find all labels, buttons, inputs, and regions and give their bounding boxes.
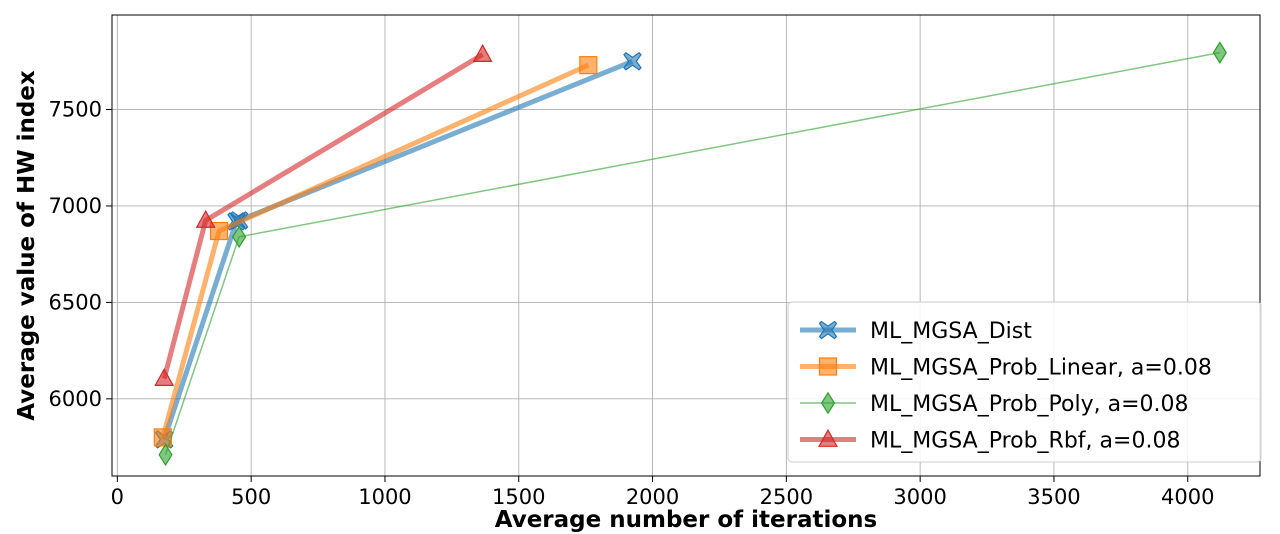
legend-marker xyxy=(818,357,838,376)
x-tick-label: 1500 xyxy=(492,485,545,509)
x-tick-label: 1000 xyxy=(358,485,411,509)
legend-item-ml-mgsa-prob-poly-a-0-08: ML_MGSA_Prob_Poly, a=0.08 xyxy=(800,391,1189,417)
legend-label: ML_MGSA_Dist xyxy=(870,319,1032,344)
x-tick-label: 3000 xyxy=(893,485,946,509)
data-point xyxy=(232,225,247,249)
legend-item-ml-mgsa-prob-rbf-a-0-08: ML_MGSA_Prob_Rbf, a=0.08 xyxy=(800,429,1180,454)
data-point xyxy=(472,43,493,62)
legend-box xyxy=(787,301,1262,463)
x-tick-label: 2500 xyxy=(760,485,813,509)
data-point xyxy=(623,52,642,71)
data-point xyxy=(158,443,173,467)
y-tick-label: 7500 xyxy=(49,98,102,122)
legend-label: ML_MGSA_Prob_Poly, a=0.08 xyxy=(870,392,1189,417)
legend-label: ML_MGSA_Prob_Rbf, a=0.08 xyxy=(870,429,1180,454)
x-tick-label: 4000 xyxy=(1161,485,1214,509)
legend-marker xyxy=(818,428,838,447)
legend-item-ml-mgsa-dist: ML_MGSA_Dist xyxy=(800,319,1032,344)
legend: ML_MGSA_Dist ML_MGSA_Prob_Linear, a=0.08 M… xyxy=(787,301,1262,463)
x-tick-label: 0 xyxy=(111,485,124,509)
legend-item-ml-mgsa-prob-linear-a-0-08: ML_MGSA_Prob_Linear, a=0.08 xyxy=(800,356,1212,381)
y-axis-title: Average value of HW index xyxy=(14,70,40,421)
axis-ticks: 0 500 1000 1500 2000 2500 3000 3500 4000 6000 6500… xyxy=(49,98,1215,509)
series-ml-mgsa-prob-linear-a-0-08 xyxy=(153,56,598,447)
data-point xyxy=(1212,41,1227,64)
y-tick-label: 6000 xyxy=(49,387,102,411)
x-tick-label: 2000 xyxy=(626,485,679,509)
series-line xyxy=(161,52,484,380)
x-tick-label: 3500 xyxy=(1027,485,1080,509)
y-tick-label: 7000 xyxy=(49,194,102,218)
data-point xyxy=(579,56,598,75)
x-axis-title: Average number of iterations xyxy=(495,507,878,533)
legend-marker xyxy=(818,320,838,340)
series-ml-mgsa-prob-poly-a-0-08 xyxy=(158,41,1227,467)
legend-marker xyxy=(820,391,836,415)
series-ml-mgsa-prob-rbf-a-0-08 xyxy=(154,43,493,386)
x-tick-label: 500 xyxy=(231,485,271,509)
legend-label: ML_MGSA_Prob_Linear, a=0.08 xyxy=(870,356,1212,381)
series-group xyxy=(153,41,1227,467)
data-point xyxy=(154,368,175,386)
series-ml-mgsa-dist xyxy=(154,52,642,449)
data-point xyxy=(195,209,216,228)
y-tick-label: 6500 xyxy=(49,290,102,314)
plot-area xyxy=(111,14,1261,477)
